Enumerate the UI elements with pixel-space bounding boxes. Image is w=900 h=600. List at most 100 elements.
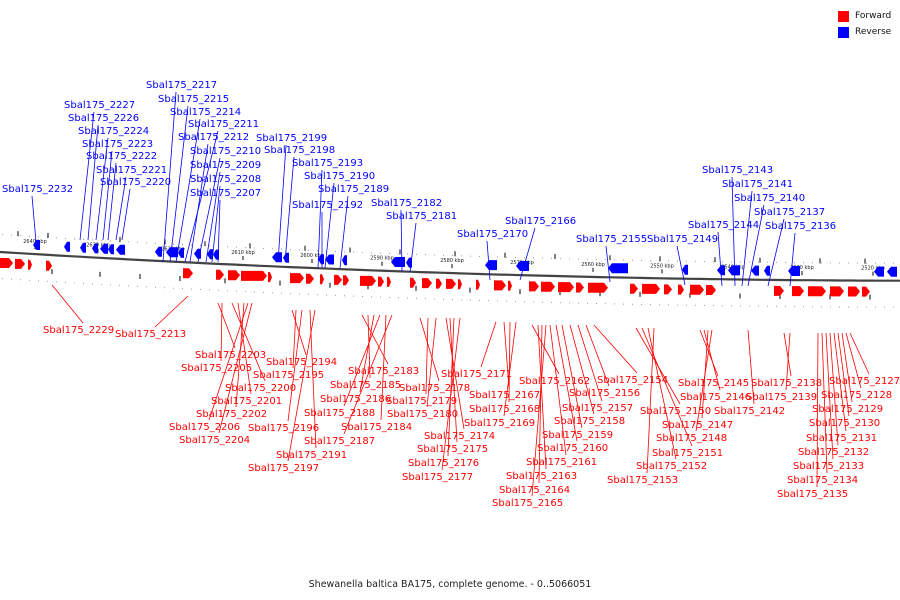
guide-dot (722, 305, 723, 307)
label-leader (277, 144, 287, 263)
label-leader (605, 245, 611, 283)
gene-arrow (608, 263, 628, 274)
guide-dot (452, 299, 453, 301)
guide-dot (596, 259, 597, 260)
guide-dot (839, 262, 840, 264)
guide-dot (668, 304, 669, 306)
gene-arrow (116, 244, 125, 255)
gene-label-forward: Sbal175_2229 (43, 325, 114, 336)
gene-label-reverse: Sbal175_2189 (318, 184, 389, 195)
label-leader (519, 227, 536, 281)
guide-dot (812, 306, 813, 308)
gene-label-forward: Sbal175_2169 (464, 418, 535, 429)
gene-arrow (682, 264, 688, 275)
guide-dot (263, 247, 264, 249)
guide-dot (92, 283, 93, 285)
label-leader (102, 150, 113, 241)
gene-label-forward: Sbal175_2195 (253, 370, 324, 381)
gene-label-reverse: Sbal175_2215 (158, 94, 229, 105)
gene-arrow (874, 266, 884, 277)
label-leader (641, 327, 693, 447)
gene-arrow (166, 247, 178, 258)
guide-dot (344, 251, 345, 253)
guide-dot (470, 299, 471, 301)
label-leader (731, 176, 736, 287)
gene-arrow (28, 259, 32, 270)
label-leader (409, 222, 417, 273)
label-leader (549, 324, 567, 456)
label-leader (419, 317, 440, 382)
label-leader (646, 327, 655, 474)
label-leader (359, 314, 375, 393)
guide-dot (308, 249, 309, 251)
label-leader (51, 284, 84, 324)
gene-arrow (664, 284, 672, 295)
label-leader (825, 332, 834, 460)
guide-dot (353, 295, 354, 297)
gene-label-forward: Sbal175_2202 (196, 409, 267, 420)
label-leader (676, 245, 686, 286)
gene-arrow (476, 279, 480, 290)
label-leader (441, 317, 461, 471)
guide-dot (443, 298, 444, 300)
label-leader (87, 124, 99, 241)
guide-dot (200, 245, 201, 246)
label-leader (699, 329, 719, 377)
guide-dot (461, 299, 462, 301)
guide-dot (353, 251, 354, 253)
label-leader (287, 309, 316, 462)
gene-arrow (108, 244, 114, 255)
label-leader (162, 91, 177, 263)
label-leader (508, 321, 511, 403)
gene-label-reverse: Sbal175_2170 (457, 229, 528, 240)
guide-dot (218, 289, 219, 291)
guide-dot (182, 244, 183, 246)
guide-dot (389, 297, 390, 298)
gene-arrow (387, 276, 391, 287)
label-leader (447, 317, 455, 457)
guide-dot (83, 238, 84, 240)
guide-dot (605, 303, 606, 305)
label-leader (503, 321, 517, 417)
guide-dot (515, 301, 516, 302)
label-leader (107, 162, 117, 241)
label-leader (317, 169, 323, 269)
guide-dot (245, 291, 246, 293)
gene-label-forward: Sbal175_2163 (506, 471, 577, 482)
guide-dot (668, 260, 669, 262)
scale-label: 2600 kbp (300, 253, 324, 259)
guide-dot (857, 262, 858, 264)
label-leader (235, 302, 245, 408)
gene-label-forward: Sbal175_2186 (320, 394, 391, 405)
guide-dot (74, 282, 75, 284)
guide-dot (506, 256, 507, 258)
guide-dot (389, 253, 390, 254)
gene-arrow (808, 286, 826, 297)
guide-dot (191, 244, 192, 246)
gene-arrow (92, 243, 98, 254)
gene-label-forward: Sbal175_2150 (640, 406, 711, 417)
guide-dot (749, 261, 750, 263)
guide-dot (425, 254, 426, 256)
gene-arrow (183, 268, 193, 279)
gene-label-reverse: Sbal175_2144 (688, 220, 759, 231)
guide-dot (254, 247, 255, 249)
label-leader (115, 176, 127, 241)
gene-arrow (320, 274, 324, 285)
label-leader (537, 324, 547, 470)
guide-dot (155, 286, 156, 288)
label-leader (217, 302, 236, 349)
gene-label-forward: Sbal175_2176 (408, 458, 479, 469)
guide-dot (731, 305, 732, 307)
guide-dot (659, 304, 660, 306)
guide-dot (695, 304, 696, 306)
gene-arrow (283, 252, 289, 263)
guide-dot (533, 301, 534, 303)
guide-dot (560, 302, 561, 304)
gene-label-forward: Sbal175_2128 (821, 390, 892, 401)
guide-dot (20, 279, 21, 281)
gene-arrow (342, 255, 347, 266)
label-leader (703, 329, 721, 391)
gene-arrow (155, 246, 162, 257)
legend-forward: Forward (838, 8, 900, 24)
